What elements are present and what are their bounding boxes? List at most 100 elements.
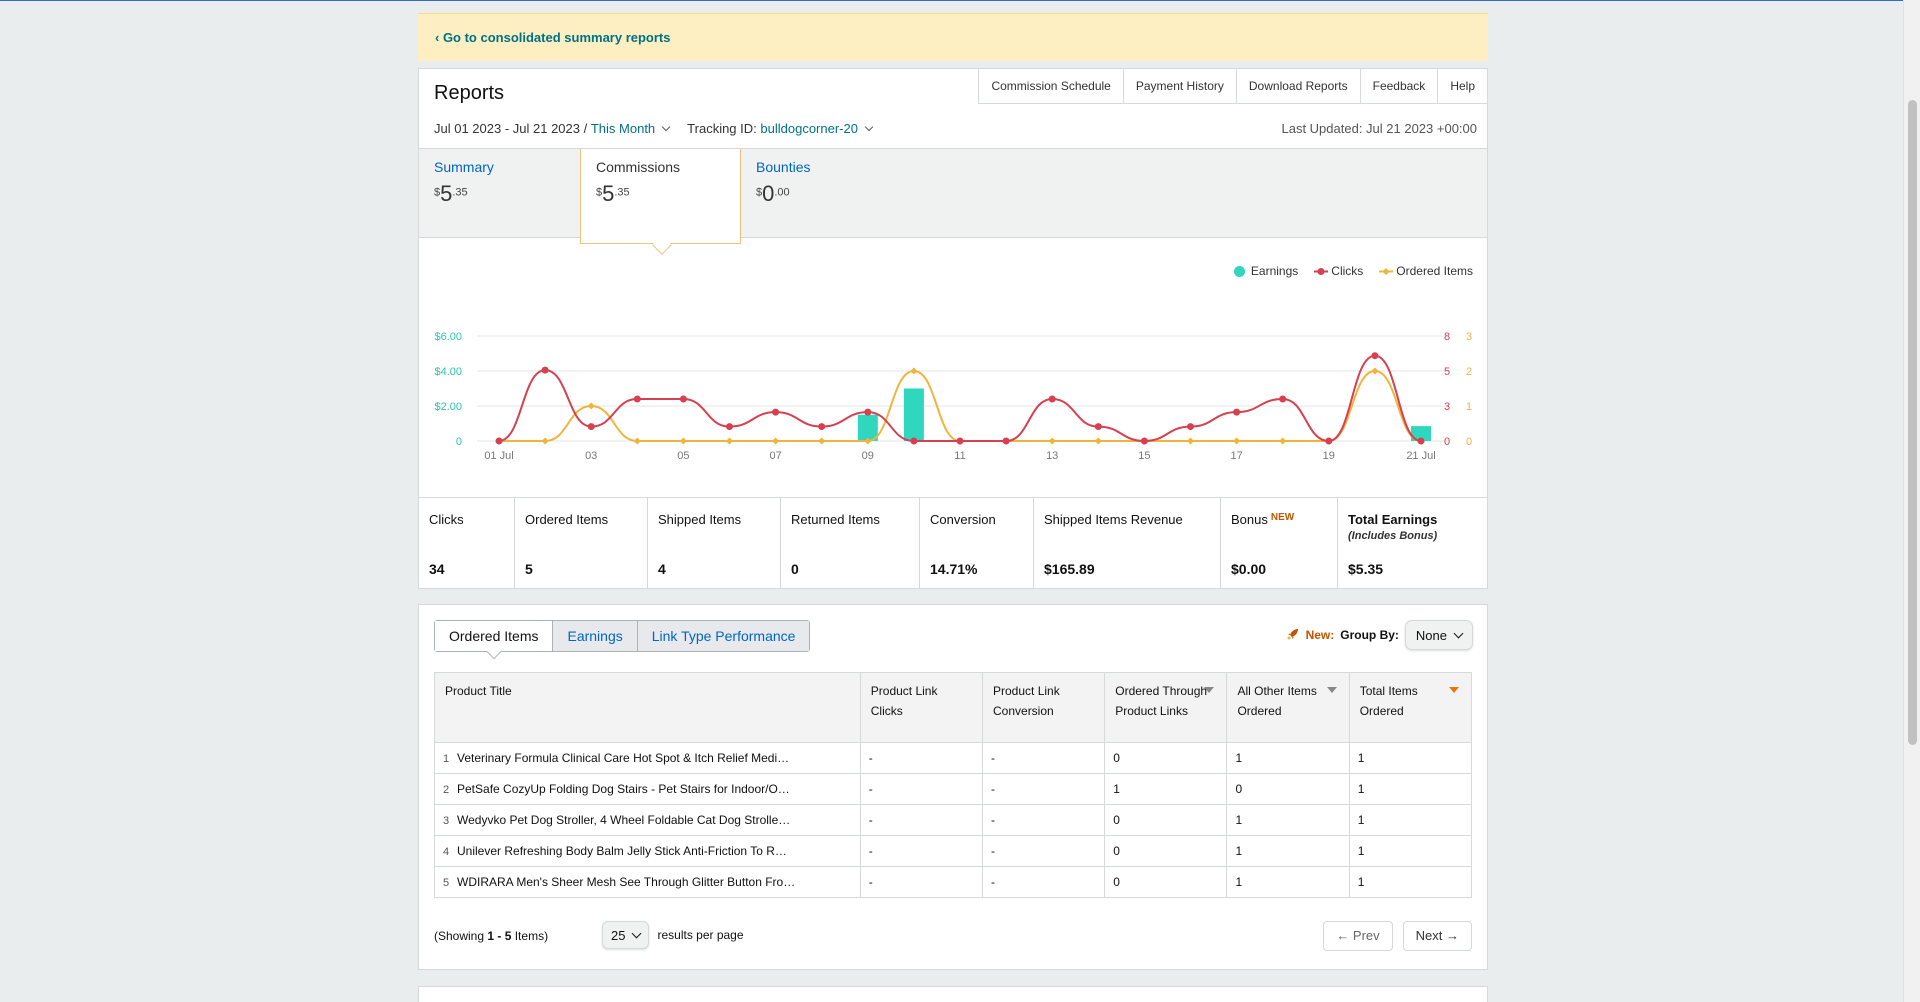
other-items-cell: 1 [1226, 742, 1350, 774]
x-axis-tick: 13 [1046, 450, 1058, 462]
header-total-items[interactable]: Total Items Ordered [1348, 672, 1473, 743]
feedback-link[interactable]: Feedback [1361, 69, 1439, 103]
total-items-cell: 1 [1348, 835, 1473, 867]
sort-arrow-active-icon[interactable] [1449, 687, 1459, 693]
link-conversion-cell: - [981, 866, 1106, 898]
x-axis-tick: 17 [1230, 450, 1242, 462]
tab-summary[interactable]: Summary $5.35 [419, 149, 580, 239]
payment-history-link[interactable]: Payment History [1124, 69, 1237, 103]
ordered-items-point [633, 437, 641, 445]
clicks-point [1048, 395, 1056, 403]
commission-schedule-link[interactable]: Commission Schedule [979, 69, 1124, 103]
metric-conversion: Conversion 14.71% [920, 498, 1034, 589]
tab-bounties[interactable]: Bounties $0.00 [741, 149, 902, 239]
tracking-id-dropdown[interactable]: bulldogcorner-20 [760, 121, 858, 136]
prev-button[interactable]: ← Prev [1323, 921, 1393, 951]
last-updated: Last Updated: Jul 21 2023 +00:00 [1281, 121, 1477, 136]
ordered-through-cell: 1 [1104, 773, 1228, 805]
product-title-cell: 4 Unilever Refreshing Body Balm Jelly Sti… [434, 835, 861, 867]
clicks-point [818, 423, 826, 431]
x-axis-tick: 01 Jul [484, 450, 513, 462]
tab-summary-label: Summary [434, 159, 494, 175]
sort-arrow-icon[interactable] [1326, 687, 1337, 693]
product-title-link[interactable]: PetSafe CozyUp Folding Dog Stairs - Pet … [457, 782, 790, 796]
tab-link-type-performance[interactable]: Link Type Performance [636, 621, 810, 651]
link-conversion-cell: - [981, 773, 1106, 805]
clicks-point [587, 423, 595, 431]
period-dropdown[interactable]: This Month [590, 121, 656, 136]
next-button[interactable]: Next → [1402, 921, 1472, 951]
ordered-items-point [1279, 437, 1287, 445]
chart-legend: Earnings Clicks Ordered Items [1233, 264, 1473, 278]
ordered-items-point [772, 437, 780, 445]
header-product-link-clicks[interactable]: Product Link Clicks [859, 672, 984, 743]
ordered-items-point [541, 437, 549, 445]
scrollbar-thumb[interactable] [1908, 100, 1917, 745]
clicks-point [726, 423, 733, 431]
clicks-point [1140, 437, 1148, 445]
ordered-through-cell: 0 [1104, 804, 1228, 836]
table-footer: (Showing 1 - 5 Items) 25 results per pag… [434, 921, 1472, 951]
consolidated-summary-link[interactable]: ‹ Go to consolidated summary reports [435, 30, 671, 45]
other-items-cell: 1 [1226, 835, 1350, 867]
tab-commissions[interactable]: Commissions $5.35 [580, 149, 741, 255]
clicks-line-icon [1314, 266, 1329, 277]
chevron-down-icon[interactable] [864, 122, 874, 131]
earnings-dot-icon [1233, 265, 1245, 277]
link-conversion-cell: - [981, 835, 1106, 867]
top-accent-line [0, 0, 1920, 1]
ordered-through-cell: 0 [1104, 742, 1228, 774]
sort-arrow-icon[interactable] [1204, 687, 1215, 693]
total-items-cell: 1 [1348, 866, 1473, 898]
download-reports-link[interactable]: Download Reports [1237, 69, 1361, 103]
ordered-items-point [864, 437, 872, 445]
clicks-point [1417, 437, 1425, 445]
clicks-point [541, 366, 549, 374]
tab-ordered-items[interactable]: Ordered Items [435, 621, 553, 651]
header-ordered-through-links[interactable]: Ordered Through Product Links [1104, 672, 1228, 743]
link-clicks-cell: - [859, 773, 984, 805]
product-title-link[interactable]: Veterinary Formula Clinical Care Hot Spo… [457, 751, 790, 765]
header-all-other-items[interactable]: All Other Items Ordered [1226, 672, 1350, 743]
metric-shipped-revenue: Shipped Items Revenue $165.89 [1034, 498, 1221, 589]
clicks-point [1187, 423, 1194, 431]
table-row: 2 PetSafe CozyUp Folding Dog Stairs - Pet… [434, 773, 1473, 805]
page-scrollbar[interactable] [1903, 0, 1920, 1002]
product-title-link[interactable]: Unilever Refreshing Body Balm Jelly Stic… [457, 844, 787, 858]
help-link[interactable]: Help [1450, 79, 1475, 93]
chevron-down-icon [632, 928, 642, 938]
link-conversion-cell: - [981, 804, 1106, 836]
tracking-label: Tracking ID: [687, 121, 757, 136]
earnings-bar [857, 414, 878, 441]
metric-ordered-items: Ordered Items 5 [515, 498, 648, 589]
ordered-items-point [1187, 437, 1194, 445]
consolidated-banner: ‹ Go to consolidated summary reports [418, 13, 1488, 61]
legend-ordered[interactable]: Ordered Items [1379, 264, 1473, 278]
group-by-select[interactable]: None [1404, 620, 1473, 650]
other-items-cell: 1 [1226, 866, 1350, 898]
next-card [418, 986, 1488, 1002]
ordered-items-point [679, 437, 687, 445]
ordered-axis-tick: 0 [1466, 436, 1472, 448]
date-filter-row: Jul 01 2023 - Jul 21 2023 / This Month T… [434, 121, 880, 136]
chevron-down-icon[interactable] [661, 122, 671, 131]
tab-earnings[interactable]: Earnings [552, 621, 637, 651]
clicks-point [679, 395, 687, 403]
earnings-axis-tick: 0 [456, 436, 462, 448]
product-title-link[interactable]: Wedyvko Pet Dog Stroller, 4 Wheel Foldab… [457, 813, 791, 827]
rocket-icon [1286, 627, 1300, 644]
group-by-label: Group By: [1340, 628, 1399, 642]
legend-clicks[interactable]: Clicks [1314, 264, 1363, 278]
per-page-select[interactable]: 25 [602, 921, 650, 949]
total-items-cell: 1 [1348, 773, 1473, 805]
legend-earnings[interactable]: Earnings [1233, 264, 1298, 278]
header-product-link-conversion[interactable]: Product Link Conversion [981, 672, 1106, 743]
showing-count: (Showing 1 - 5 Items) [434, 929, 549, 943]
x-axis-tick: 09 [862, 450, 874, 462]
total-items-cell: 1 [1348, 742, 1473, 774]
ordered-axis-tick: 1 [1466, 401, 1472, 413]
link-clicks-cell: - [859, 804, 984, 836]
product-title-link[interactable]: WDIRARA Men's Sheer Mesh See Through Gli… [457, 875, 796, 889]
header-product-title[interactable]: Product Title [434, 672, 861, 743]
